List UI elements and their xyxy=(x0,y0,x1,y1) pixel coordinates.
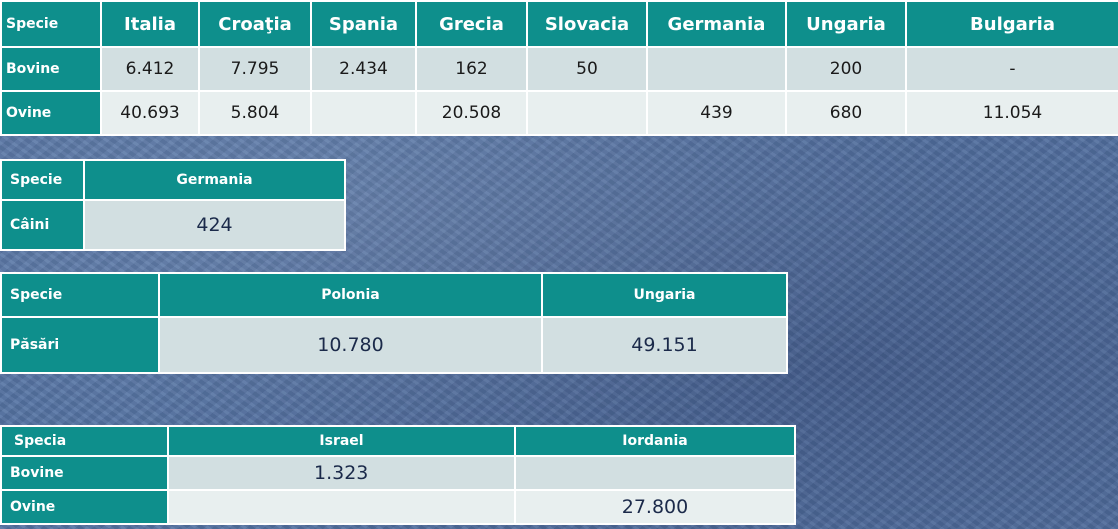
table-cell: 424 xyxy=(83,199,346,251)
row-label-pasari: Păsări xyxy=(0,316,160,374)
column-header-israel: Israel xyxy=(167,425,516,457)
row-label-caini: Câini xyxy=(0,199,85,251)
column-header-bulgaria: Bulgaria xyxy=(905,0,1118,48)
table-cell xyxy=(526,90,648,136)
cattle-sheep-country-table: Specie Italia Croaţia Spania Grecia Slov… xyxy=(0,0,1118,136)
table-header-row: Specie Polonia Ungaria xyxy=(0,272,788,318)
table-cell: 680 xyxy=(785,90,907,136)
table-cell xyxy=(514,455,796,491)
column-header-specie: Specie xyxy=(0,159,85,201)
column-header-slovacia: Slovacia xyxy=(526,0,648,48)
column-header-ungaria: Ungaria xyxy=(785,0,907,48)
table-cell: 20.508 xyxy=(415,90,528,136)
table-cell xyxy=(310,90,417,136)
table-header-row: Specia Israel Iordania xyxy=(0,425,796,457)
row-label-bovine: Bovine xyxy=(0,46,102,92)
table-cell: 7.795 xyxy=(198,46,312,92)
table-cell: 162 xyxy=(415,46,528,92)
table-cell: 439 xyxy=(646,90,787,136)
column-header-germania: Germania xyxy=(646,0,787,48)
column-header-grecia: Grecia xyxy=(415,0,528,48)
table-cell: 200 xyxy=(785,46,907,92)
table-row: Câini 424 xyxy=(0,199,346,251)
table-cell: 5.804 xyxy=(198,90,312,136)
column-header-croatia: Croaţia xyxy=(198,0,312,48)
column-header-italia: Italia xyxy=(100,0,200,48)
birds-country-table: Specie Polonia Ungaria Păsări 10.780 49.… xyxy=(0,272,788,374)
row-label-bovine: Bovine xyxy=(0,455,169,491)
table-cell: 6.412 xyxy=(100,46,200,92)
column-header-specia: Specia xyxy=(0,425,169,457)
table-row: Bovine 1.323 xyxy=(0,455,796,491)
table-cell: 27.800 xyxy=(514,489,796,525)
table-cell: - xyxy=(905,46,1118,92)
table-header-row: Specie Italia Croaţia Spania Grecia Slov… xyxy=(0,0,1118,48)
table-cell: 2.434 xyxy=(310,46,417,92)
column-header-ungaria: Ungaria xyxy=(541,272,788,318)
table-cell: 40.693 xyxy=(100,90,200,136)
table-cell xyxy=(646,46,787,92)
table-cell: 1.323 xyxy=(167,455,516,491)
table-row: Ovine 27.800 xyxy=(0,489,796,525)
israel-jordan-table: Specia Israel Iordania Bovine 1.323 Ovin… xyxy=(0,425,796,525)
table-row: Ovine 40.693 5.804 20.508 439 680 11.054 xyxy=(0,90,1118,136)
column-header-polonia: Polonia xyxy=(158,272,543,318)
row-label-ovine: Ovine xyxy=(0,90,102,136)
table-cell: 50 xyxy=(526,46,648,92)
table-row: Bovine 6.412 7.795 2.434 162 50 200 - xyxy=(0,46,1118,92)
column-header-iordania: Iordania xyxy=(514,425,796,457)
table-cell: 49.151 xyxy=(541,316,788,374)
column-header-specie: Specie xyxy=(0,0,102,48)
table-cell xyxy=(167,489,516,525)
row-label-ovine: Ovine xyxy=(0,489,169,525)
dogs-germany-table: Specie Germania Câini 424 xyxy=(0,159,346,251)
column-header-spania: Spania xyxy=(310,0,417,48)
table-header-row: Specie Germania xyxy=(0,159,346,201)
column-header-specie: Specie xyxy=(0,272,160,318)
table-cell: 10.780 xyxy=(158,316,543,374)
table-cell: 11.054 xyxy=(905,90,1118,136)
table-row: Păsări 10.780 49.151 xyxy=(0,316,788,374)
column-header-germania: Germania xyxy=(83,159,346,201)
